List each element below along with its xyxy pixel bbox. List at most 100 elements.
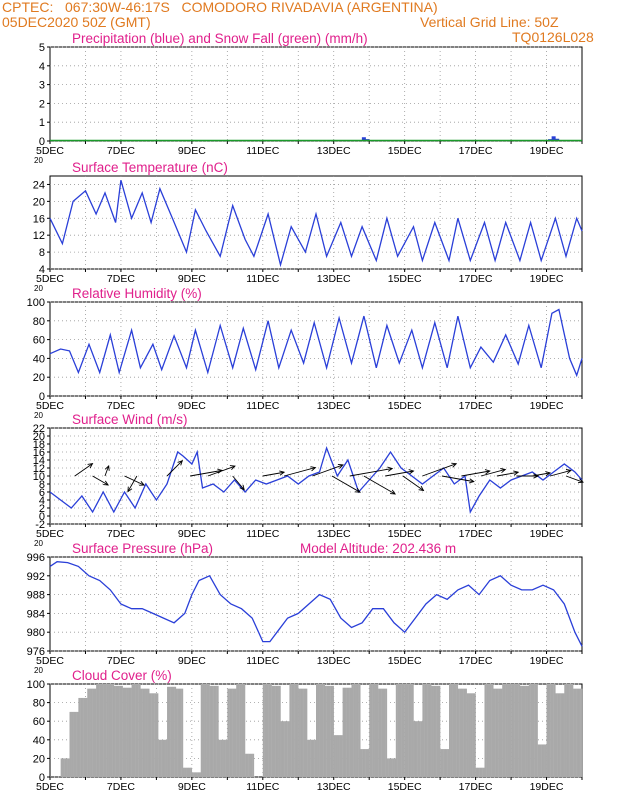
cloud-cover-bar	[495, 688, 498, 777]
cloud-cover-bar	[174, 686, 177, 777]
cloud-cover-bar	[124, 687, 127, 777]
cloud-cover-bar	[223, 739, 226, 777]
cloud-cover-bar	[126, 687, 129, 777]
cloud-cover-bar	[365, 749, 368, 777]
cloud-cover-bar	[397, 684, 400, 777]
cloud-cover-bar	[374, 684, 377, 777]
cloud-cover-bar	[347, 687, 350, 777]
cloud-cover-bar	[351, 684, 354, 777]
cloud-cover-bar	[278, 685, 281, 777]
cloud-cover-bar	[544, 744, 547, 777]
series-line	[49, 308, 583, 378]
cloud-cover-bar	[372, 684, 375, 777]
cloud-cover-bar	[266, 684, 269, 777]
cloud-cover-bar	[505, 684, 508, 777]
wind-vector-head	[229, 465, 236, 471]
cloud-cover-bar	[436, 685, 439, 777]
cloud-cover-bar	[466, 693, 469, 777]
cloud-cover-bar	[230, 688, 233, 777]
cloud-cover-bar	[103, 684, 106, 777]
x-tick-label: 19DEC	[530, 655, 564, 667]
wind-vector-head	[103, 480, 110, 486]
cloud-cover-bar	[342, 687, 345, 777]
x-tick-label: 17DEC	[459, 273, 493, 285]
cloud-cover-bar	[404, 684, 407, 777]
cloud-cover-bar	[229, 688, 232, 777]
cloud-cover-bar	[383, 688, 386, 777]
cloud-cover-bar	[491, 684, 494, 777]
cloud-cover-bar	[542, 744, 545, 777]
y-tick-label: 20	[33, 753, 45, 765]
wind-vector	[127, 475, 138, 492]
cloud-cover-bar	[143, 688, 146, 777]
cloud-cover-bar	[411, 684, 414, 777]
y-tick-label: 16	[33, 213, 45, 225]
cloud-cover-bar	[558, 693, 561, 777]
wind-vector	[549, 469, 572, 477]
x-tick-label: 7DEC	[107, 655, 135, 667]
cloud-cover-bar	[147, 688, 150, 777]
cloud-cover-bar	[409, 684, 412, 777]
cloud-cover-bar	[200, 684, 203, 777]
wind-vector	[312, 464, 344, 477]
cloud-cover-bar	[550, 684, 553, 777]
y-tick-label: 0	[39, 772, 45, 784]
header-code: TQ0126L028	[512, 29, 594, 45]
cloud-cover-bar	[539, 744, 542, 777]
cloud-cover-bar	[135, 684, 138, 777]
cloud-cover-bar	[335, 735, 338, 777]
x-tick-label: 13DEC	[317, 273, 351, 285]
cloud-cover-bar	[473, 693, 476, 777]
cloud-cover-bar	[202, 684, 205, 777]
wind-vector-head	[139, 481, 146, 486]
cloud-cover-bar	[324, 685, 327, 777]
cloud-cover-bar	[222, 739, 224, 777]
panel-title: Surface Wind (m/s)	[72, 412, 188, 427]
x-tick-label: 13DEC	[317, 655, 351, 667]
cloud-cover-bar	[69, 711, 72, 777]
cloud-cover-bar	[340, 735, 343, 777]
cloud-cover-bar	[312, 739, 315, 777]
cloud-cover-bar	[390, 758, 393, 777]
cloud-cover-bar	[399, 684, 402, 777]
cloud-cover-bar	[440, 749, 443, 777]
cloud-cover-bar	[300, 688, 303, 777]
cloud-cover-bar	[216, 685, 219, 777]
wind-vector	[532, 472, 551, 477]
cloud-cover-bar	[555, 693, 558, 777]
cloud-cover-bar	[379, 688, 382, 777]
cloud-cover-bar	[289, 684, 292, 777]
y-tick-label: 4	[39, 495, 45, 507]
wind-vector	[441, 475, 474, 483]
cloud-cover-bar	[163, 739, 166, 777]
cloud-cover-bar	[527, 685, 529, 777]
cloud-cover-bar	[463, 688, 466, 777]
cloud-cover-bar	[528, 684, 531, 777]
cloud-cover-bar	[425, 684, 428, 777]
cloud-cover-bar	[161, 739, 164, 777]
wind-vector	[190, 469, 223, 477]
cloud-cover-bar	[408, 684, 411, 777]
wind-vector-head	[545, 471, 552, 477]
cloud-cover-bar	[294, 684, 297, 777]
cloud-cover-bar	[136, 684, 139, 777]
y-tick-label: 20	[33, 196, 45, 208]
cloud-cover-bar	[101, 684, 104, 777]
cloud-cover-bar	[220, 739, 223, 777]
x-tick-label: 9DEC	[178, 273, 206, 285]
cloud-cover-bar	[576, 688, 579, 777]
cloud-cover-bar	[310, 739, 313, 777]
x-tick-label: 19DEC	[530, 400, 564, 412]
wind-vector	[74, 463, 93, 477]
y-tick-label: 0	[39, 136, 45, 148]
wind-vector	[92, 475, 109, 486]
y-tick-label: 60	[33, 335, 45, 347]
x-tick-label: 15DEC	[388, 273, 422, 285]
cloud-cover-bar	[170, 686, 173, 777]
cloud-cover-bar	[316, 684, 318, 777]
cloud-cover-bar	[346, 687, 349, 777]
cloud-cover-bar	[331, 685, 334, 777]
cloud-cover-bar	[498, 688, 501, 777]
cloud-cover-bar	[87, 688, 90, 777]
cloud-cover-bar	[273, 685, 276, 777]
